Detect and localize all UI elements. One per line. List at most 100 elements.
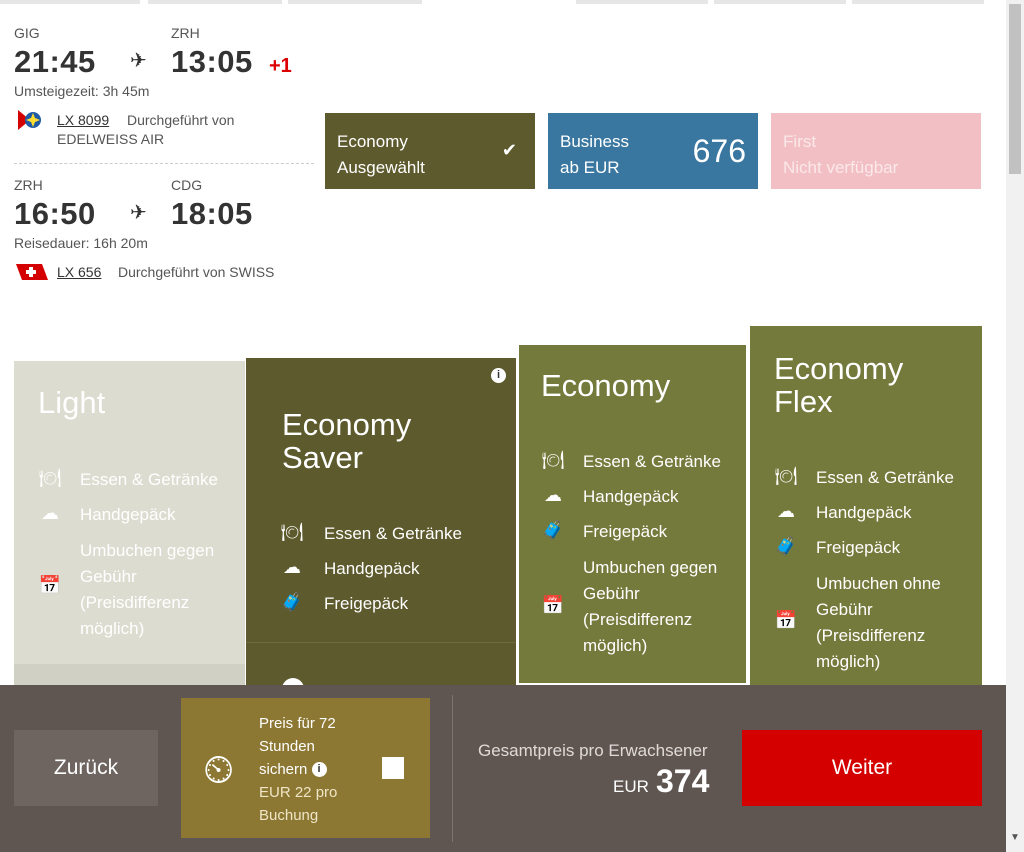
checked-baggage-icon: 🧳 — [774, 536, 798, 556]
hand-baggage-icon: ☁ — [41, 503, 59, 523]
hold-text-line1: Preis für 72 — [259, 715, 336, 732]
scrollbar-thumb[interactable] — [1009, 4, 1021, 174]
fare-feature: (Preisdifferenz — [816, 626, 926, 645]
segment-divider — [14, 163, 314, 164]
operated-by: Durchgeführt von SWISS — [118, 264, 275, 280]
fare-name-line2: Flex — [774, 384, 833, 419]
checked-baggage-icon: 🧳 — [280, 592, 304, 612]
hand-baggage-icon: ☁ — [283, 557, 301, 577]
fare-name: Economy — [282, 407, 412, 442]
fare-name: Economy — [541, 368, 671, 403]
destination-code: CDG — [171, 177, 203, 193]
fare-feature: Handgepäck — [80, 505, 176, 524]
fare-feature: Essen & Getränke — [583, 452, 721, 471]
fare-feature: Gebühr — [583, 584, 640, 603]
flight-number-link[interactable]: LX 656 — [57, 264, 102, 280]
fare-feature: Handgepäck — [816, 503, 912, 522]
cabin-name: First — [783, 132, 817, 151]
calendar-rebook-icon: 📅 — [541, 595, 565, 615]
fare-name-line2: Saver — [282, 440, 363, 475]
info-icon[interactable]: i — [311, 762, 327, 777]
fare-feature: (Preisdifferenz — [583, 610, 693, 629]
fare-feature: (Preisdifferenz — [80, 593, 190, 612]
fare-feature: Umbuchen ohne — [816, 574, 941, 593]
cabin-status: Nicht verfügbar — [783, 158, 899, 177]
fare-feature: Handgepäck — [583, 487, 679, 506]
back-button[interactable]: Zurück — [14, 730, 158, 806]
flight-number-link[interactable]: LX 8099 — [57, 112, 110, 128]
price-hold-checkbox[interactable] — [382, 757, 404, 779]
cabin-name: Business — [560, 132, 629, 151]
fare-feature: Essen & Getränke — [816, 468, 954, 487]
airplane-icon: ✈ — [130, 202, 147, 224]
fare-feature: möglich) — [80, 619, 145, 638]
total-currency: EUR — [613, 777, 649, 796]
fare-feature: Handgepäck — [324, 559, 420, 578]
clock-lock-icon: ⏲ — [203, 748, 235, 792]
vertical-scrollbar[interactable]: ▼ — [1006, 0, 1024, 852]
edelweiss-logo-icon — [16, 108, 48, 132]
layover-info: Umsteigezeit: 3h 45m — [14, 83, 150, 99]
operator-name: EDELWEISS AIR — [57, 131, 165, 147]
fare-feature: Umbuchen gegen — [583, 558, 718, 577]
cabin-economy[interactable]: Economy Ausgewählt ✔ — [325, 113, 535, 189]
day-offset: +1 — [269, 55, 292, 77]
cabin-name: Economy — [337, 132, 408, 151]
fare-feature: Freigepäck — [583, 522, 668, 541]
arrival-time: 18:05 — [171, 196, 253, 231]
hand-baggage-icon: ☁ — [544, 485, 562, 505]
hold-price: EUR 22 pro — [259, 784, 338, 801]
fare-feature: Essen & Getränke — [324, 524, 462, 543]
origin-code: GIG — [14, 25, 40, 41]
destination-code: ZRH — [171, 25, 200, 41]
scroll-down-icon[interactable]: ▼ — [1010, 832, 1020, 843]
fare-feature: Freigepäck — [816, 538, 901, 557]
meal-icon: 🍽 — [541, 450, 565, 470]
total-price: 374 — [656, 763, 710, 799]
hold-text-line2: Stunden — [259, 738, 315, 755]
continue-button[interactable]: Weiter — [742, 730, 982, 806]
calendar-rebook-icon: 📅 — [774, 610, 798, 630]
arrival-time: 13:05 — [171, 44, 253, 79]
bottom-action-bar: Zurück ⏲ Preis für 72 Stunden sichern i … — [0, 685, 1006, 852]
fare-feature: möglich) — [816, 652, 881, 671]
swiss-logo-icon — [16, 264, 48, 280]
bar-divider — [452, 695, 453, 842]
duration-info: Reisedauer: 16h 20m — [14, 235, 148, 251]
meal-icon: 🍽 — [774, 466, 798, 486]
calendar-rebook-icon: 📅 — [38, 575, 62, 595]
meal-icon: 🍽 — [280, 522, 304, 542]
cabin-status: Ausgewählt — [337, 158, 425, 177]
price-hold-option[interactable]: ⏲ Preis für 72 Stunden sichern i EUR 22 … — [181, 698, 430, 838]
airplane-icon: ✈ — [130, 50, 147, 72]
hold-text-line3: sichern — [259, 761, 308, 778]
cabin-price: 676 — [692, 133, 746, 169]
cabin-price-prefix: ab EUR — [560, 158, 620, 177]
fare-economy-flex[interactable]: Economy Flex 🍽 Essen & Getränke ☁ Handge… — [750, 326, 982, 685]
departure-time: 21:45 — [14, 44, 96, 79]
fare-feature: Gebühr — [80, 567, 137, 586]
fare-economy[interactable]: Economy 🍽 Essen & Getränke ☁ Handgepäck … — [517, 343, 748, 685]
fare-feature: Gebühr — [816, 600, 873, 619]
hand-baggage-icon: ☁ — [777, 501, 795, 521]
fare-feature: Freigepäck — [324, 594, 409, 613]
meal-icon: 🍽 — [38, 468, 62, 488]
top-tab-strip — [0, 0, 1006, 4]
origin-code: ZRH — [14, 177, 43, 193]
departure-time: 16:50 — [14, 196, 96, 231]
operated-by: Durchgeführt von — [127, 112, 235, 128]
fare-name: Light — [38, 385, 106, 420]
checked-baggage-icon: 🧳 — [541, 520, 565, 540]
total-price-label: Gesamtpreis pro Erwachsener — [478, 741, 708, 760]
fare-feature: möglich) — [583, 636, 648, 655]
cabin-business[interactable]: Business ab EUR 676 — [548, 113, 758, 189]
fare-name: Economy — [774, 351, 904, 386]
checkmark-icon: ✔ — [501, 140, 517, 160]
info-icon[interactable]: i — [491, 368, 506, 383]
hold-price-unit: Buchung — [259, 807, 319, 824]
fare-economy-saver[interactable]: i Economy Saver 🍽 Essen & Getränke ☁ Han… — [246, 358, 516, 685]
fare-feature: Umbuchen gegen — [80, 541, 215, 560]
fare-light[interactable]: Light 🍽 Essen & Getränke ☁ Handgepäck Um… — [14, 361, 245, 685]
cabin-first: First Nicht verfügbar — [771, 113, 981, 189]
fare-feature: Essen & Getränke — [80, 470, 218, 489]
